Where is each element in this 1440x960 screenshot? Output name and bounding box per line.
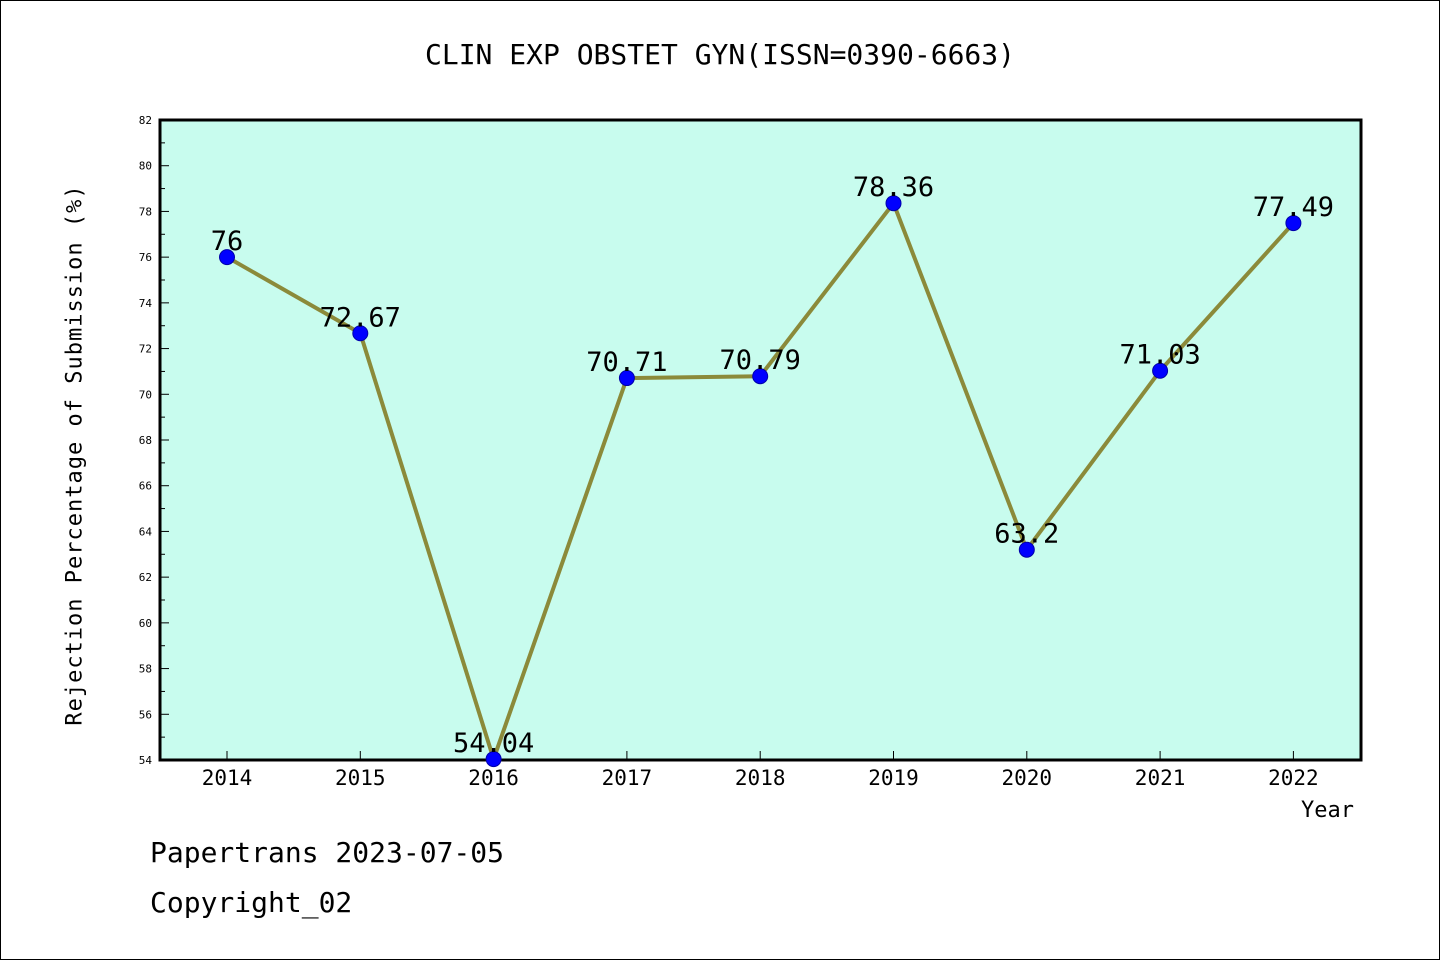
y-tick-label: 74: [139, 297, 153, 310]
data-label: 71.03: [1119, 340, 1200, 371]
data-label: 76: [211, 226, 244, 257]
x-tick-label: 2022: [1268, 766, 1319, 790]
y-axis-label: Rejection Percentage of Submission (%): [62, 184, 88, 726]
y-axis: 54 56 58 60 62 64 66 68 70 72 74 76 78 80 82: [139, 114, 169, 767]
x-tick-label: 2017: [602, 766, 653, 790]
plot-area: [158, 118, 1363, 762]
x-axis: 2014 2015 2016 2017 2018 2019 2020 2021 2022: [202, 751, 1319, 790]
y-tick-label: 58: [139, 663, 152, 676]
data-label: 78.36: [853, 172, 934, 203]
y-tick-label: 78: [139, 205, 152, 218]
y-tick-label: 66: [139, 480, 152, 493]
y-tick-label: 70: [139, 388, 152, 401]
data-point-marker: [618, 370, 635, 387]
y-tick-label: 76: [139, 251, 152, 264]
data-label: 70.79: [720, 345, 801, 376]
x-tick-label: 2021: [1135, 766, 1186, 790]
x-tick-label: 2015: [335, 766, 386, 790]
y-tick-label: 64: [139, 525, 153, 538]
data-label: 70.71: [586, 347, 667, 378]
y-tick-label: 72: [139, 343, 152, 356]
chart-title: CLIN EXP OBSTET GYN(ISSN=0390-6663): [424, 38, 1015, 71]
y-tick-label: 68: [139, 434, 152, 447]
x-axis-label: Year: [1301, 798, 1354, 823]
x-tick-label: 2016: [468, 766, 519, 790]
data-point-marker: [485, 751, 502, 768]
series-line-group: [219, 195, 1302, 768]
x-tick-label: 2018: [735, 766, 786, 790]
data-point-marker: [752, 368, 769, 385]
data-point-marker: [885, 195, 902, 212]
data-point-marker: [219, 249, 235, 266]
data-point-marker: [352, 325, 369, 342]
data-labels: 76 72.67 54.04 70.71 70.79 78.36 63.2 71.03 77.4…: [211, 172, 1334, 759]
y-tick-label: 80: [139, 160, 152, 173]
y-tick-label: 60: [139, 617, 152, 630]
data-label: 77.49: [1253, 192, 1334, 223]
data-point-marker: [1285, 215, 1302, 232]
y-tick-label: 56: [139, 708, 152, 721]
data-label: 54.04: [453, 728, 534, 759]
footer-date: Papertrans 2023-07-05: [150, 836, 505, 869]
x-tick-label: 2014: [202, 766, 253, 790]
y-tick-label: 62: [139, 571, 152, 584]
data-point-marker: [1152, 362, 1169, 379]
x-tick-label: 2019: [868, 766, 919, 790]
data-label: 63.2: [994, 519, 1059, 550]
data-label: 72.67: [320, 302, 401, 333]
data-point-marker: [1018, 541, 1035, 558]
footer-copyright: Copyright_02: [150, 886, 353, 919]
y-tick-label: 82: [139, 114, 152, 127]
x-tick-label: 2020: [1002, 766, 1053, 790]
y-tick-label: 54: [139, 754, 153, 767]
